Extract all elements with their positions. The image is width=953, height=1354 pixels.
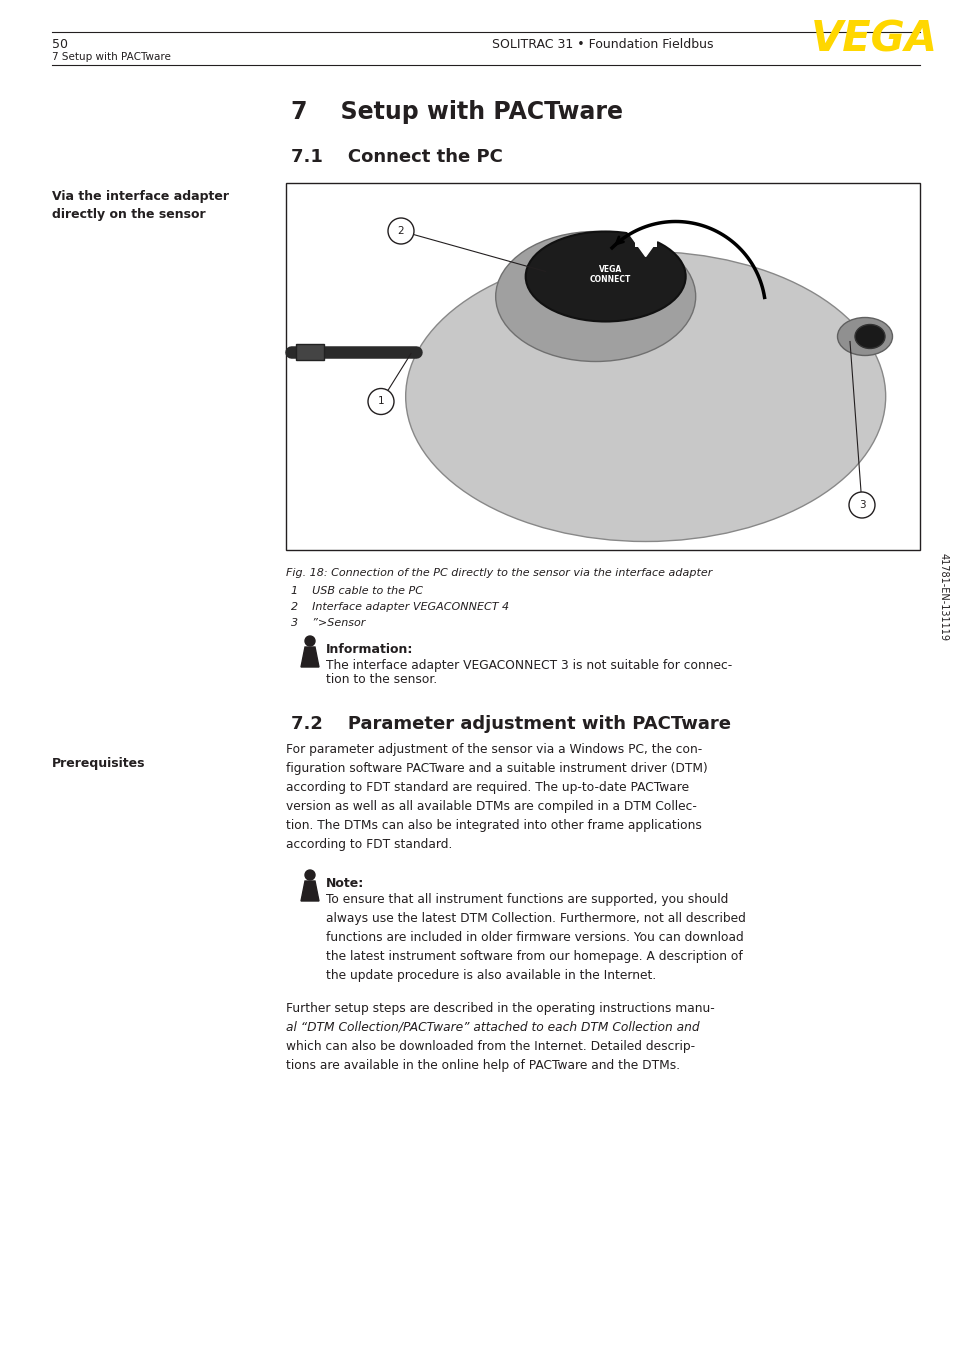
- Circle shape: [848, 492, 874, 519]
- Ellipse shape: [496, 232, 695, 362]
- Text: 7 Setup with PACTware: 7 Setup with PACTware: [52, 51, 171, 62]
- Text: The interface adapter VEGACONNECT 3 is not suitable for connec-: The interface adapter VEGACONNECT 3 is n…: [326, 659, 732, 672]
- Circle shape: [305, 871, 314, 880]
- Text: SOLITRAC 31 • Foundation Fieldbus: SOLITRAC 31 • Foundation Fieldbus: [492, 38, 713, 51]
- Text: 41781-EN-131119: 41781-EN-131119: [938, 552, 948, 640]
- Text: the latest instrument software from our homepage. A description of: the latest instrument software from our …: [326, 951, 742, 963]
- Circle shape: [305, 636, 314, 646]
- Circle shape: [368, 389, 394, 414]
- Text: the update procedure is also available in the Internet.: the update procedure is also available i…: [326, 969, 656, 982]
- Text: 1: 1: [377, 397, 384, 406]
- Polygon shape: [627, 232, 663, 256]
- Text: 7.2    Parameter adjustment with PACTware: 7.2 Parameter adjustment with PACTware: [291, 715, 730, 733]
- Polygon shape: [301, 647, 318, 668]
- Text: tion. The DTMs can also be integrated into other frame applications: tion. The DTMs can also be integrated in…: [286, 819, 701, 831]
- Circle shape: [388, 218, 414, 244]
- Text: VEGA: VEGA: [810, 18, 937, 60]
- Ellipse shape: [854, 325, 884, 348]
- Text: 7    Setup with PACTware: 7 Setup with PACTware: [291, 100, 622, 125]
- Text: 1    USB cable to the PC: 1 USB cable to the PC: [291, 586, 422, 596]
- Text: according to FDT standard.: according to FDT standard.: [286, 838, 452, 852]
- Ellipse shape: [405, 252, 884, 542]
- Text: Fig. 18: Connection of the PC directly to the sensor via the interface adapter: Fig. 18: Connection of the PC directly t…: [286, 567, 712, 578]
- Bar: [295, 344, 324, 360]
- Text: according to FDT standard are required. The up-to-date PACTware: according to FDT standard are required. …: [286, 781, 688, 793]
- Text: Note:: Note:: [326, 877, 364, 890]
- Text: 2: 2: [397, 226, 404, 236]
- Text: 3    ”>Sensor: 3 ”>Sensor: [291, 617, 365, 628]
- Text: Prerequisites: Prerequisites: [52, 757, 146, 770]
- Text: To ensure that all instrument functions are supported, you should: To ensure that all instrument functions …: [326, 894, 727, 906]
- Text: version as well as all available DTMs are compiled in a DTM Collec-: version as well as all available DTMs ar…: [286, 800, 696, 812]
- Text: For parameter adjustment of the sensor via a Windows PC, the con-: For parameter adjustment of the sensor v…: [286, 743, 701, 756]
- Text: 2    Interface adapter VEGACONNECT 4: 2 Interface adapter VEGACONNECT 4: [291, 603, 509, 612]
- Text: VEGA
CONNECT: VEGA CONNECT: [589, 265, 631, 284]
- Polygon shape: [301, 881, 318, 900]
- Text: which can also be downloaded from the Internet. Detailed descrip-: which can also be downloaded from the In…: [286, 1040, 695, 1053]
- Text: al “DTM Collection/PACTware” attached to each DTM Collection and: al “DTM Collection/PACTware” attached to…: [286, 1021, 699, 1034]
- Text: always use the latest DTM Collection. Furthermore, not all described: always use the latest DTM Collection. Fu…: [326, 913, 745, 925]
- Text: Further setup steps are described in the operating instructions manu-: Further setup steps are described in the…: [286, 1002, 714, 1016]
- Text: 7.1    Connect the PC: 7.1 Connect the PC: [291, 148, 502, 167]
- Text: tion to the sensor.: tion to the sensor.: [326, 673, 436, 686]
- Ellipse shape: [525, 232, 685, 321]
- Text: Via the interface adapter
directly on the sensor: Via the interface adapter directly on th…: [52, 190, 229, 221]
- Text: figuration software PACTware and a suitable instrument driver (DTM): figuration software PACTware and a suita…: [286, 762, 707, 774]
- Text: Information:: Information:: [326, 643, 413, 655]
- Text: 50: 50: [52, 38, 68, 51]
- Bar: [634, 213, 656, 246]
- Text: tions are available in the online help of PACTware and the DTMs.: tions are available in the online help o…: [286, 1059, 679, 1072]
- Text: functions are included in older firmware versions. You can download: functions are included in older firmware…: [326, 932, 743, 944]
- Text: 3: 3: [858, 500, 864, 510]
- Bar: [286, 183, 919, 550]
- Ellipse shape: [837, 317, 892, 356]
